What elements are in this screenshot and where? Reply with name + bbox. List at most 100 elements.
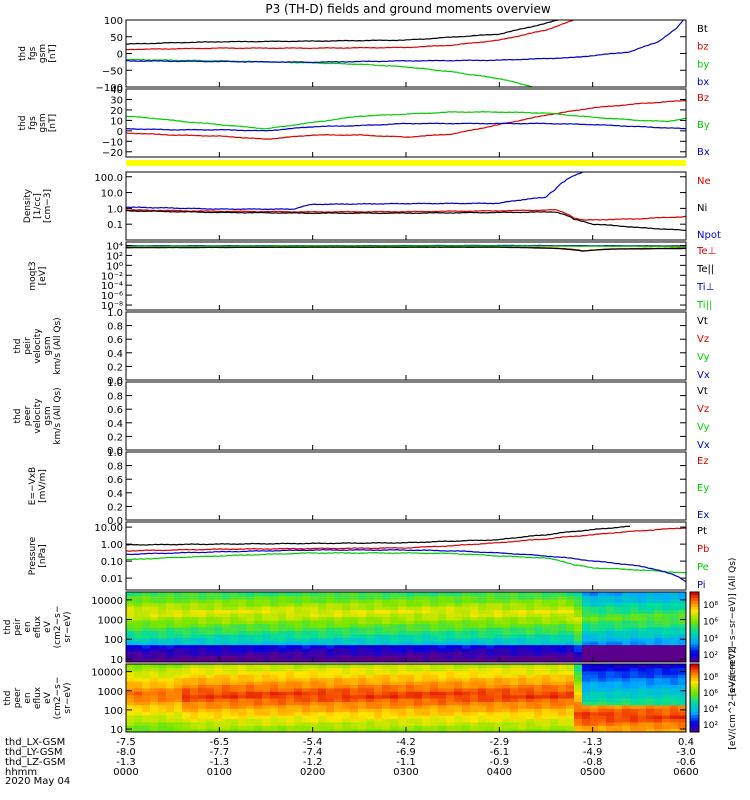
spectrogram-cell [206,620,215,625]
spectrogram-cell [390,691,399,696]
spectrogram-cell [222,655,231,660]
spectrogram-cell [326,698,335,702]
spectrogram-cell [398,667,407,672]
y-axis-label: gsm [43,406,53,425]
spectrogram-cell [190,725,199,730]
spectrogram-cell [494,641,503,646]
spectrogram-cell [446,637,455,642]
spectrogram-cell [630,592,639,597]
spectrogram-cell [142,634,151,639]
spectrogram-cell [326,595,335,600]
spectrogram-cell [478,648,487,653]
spectrogram-cell [574,725,583,730]
spectrogram-cell [182,602,191,607]
spectrogram-cell [462,637,471,642]
spectrogram-cell [390,701,399,706]
spectrogram-cell [598,655,607,660]
spectrogram-cell [542,641,551,646]
spectrogram-cell [446,613,455,618]
spectrogram-cell [190,704,199,709]
spectrogram-cell [678,658,686,662]
spectrogram-cell [494,595,503,600]
spectrogram-cell [430,670,439,675]
spectrogram-cell [174,599,183,604]
spectrogram-cell [678,630,686,635]
spectrogram-cell [582,725,591,730]
spectrogram-cell [422,606,431,611]
spectrogram-cell [358,667,367,672]
spectrogram-cell [582,664,591,668]
spectrogram-cell [350,609,359,614]
spectrogram-cell [574,648,583,653]
spectrogram-cell [518,658,527,662]
spectrogram-cell [134,670,143,675]
y-axis-label: thd [18,46,28,61]
spectrogram-cell [438,592,447,597]
spectrogram-cell [350,641,359,646]
spectrogram-cell [414,609,423,614]
spectrogram-cell [462,623,471,628]
spectrogram-cell [646,691,655,696]
spectrogram-cell [366,725,375,730]
spectrogram-cell [254,667,263,672]
spectrogram-cell [374,595,383,600]
spectrogram-cell [246,644,255,649]
y-tick-label: 10⁻⁶ [101,291,123,302]
spectrogram-cell [438,655,447,660]
spectrogram-cell [326,664,335,668]
spectrogram-cell [198,595,207,600]
spectrogram-cell [398,620,407,625]
spectrogram-cell [166,674,175,679]
spectrogram-cell [470,616,479,621]
spectrogram-cell [230,674,239,679]
spectrogram-cell [566,648,575,653]
spectrogram-cell [558,627,567,632]
spectrogram-cell [254,623,263,628]
spectrogram-cell [382,630,391,635]
spectrogram-cell [254,704,263,709]
spectrogram-cell [654,670,663,675]
spectrogram-cell [678,595,686,600]
spectrogram-cell [638,721,647,726]
spectrogram-cell [422,644,431,649]
legend-by: by [697,59,709,70]
spectrogram-cell [382,595,391,600]
spectrogram-cell [430,701,439,706]
spectrogram-cell [398,664,407,668]
spectrogram-cell [358,687,367,692]
spectrogram-cell [486,655,495,660]
colorbar-cell [690,686,699,690]
spectrogram-cell [374,648,383,653]
spectrogram-cell [358,664,367,668]
spectrogram-cell [342,630,351,635]
spectrogram-cell [390,728,399,732]
spectrogram-cell [446,658,455,662]
spectrogram-cell [286,602,295,607]
spectrogram-cell [366,634,375,639]
spectrogram-cell [342,634,351,639]
spectrogram-cell [470,641,479,646]
spectrogram-cell [438,599,447,604]
spectrogram-cell [158,627,167,632]
spectrogram-cell [470,701,479,706]
spectrogram-cell [414,691,423,696]
spectrogram-cell [142,694,151,699]
spectrogram-cell [342,658,351,662]
spectrogram-cell [126,704,135,709]
spectrogram-cell [286,721,295,726]
spectrogram-cell [630,728,639,732]
spectrogram-cell [278,606,287,611]
spectrogram-cell [558,648,567,653]
spectrogram-cell [390,648,399,653]
y-axis-label: eflux [33,615,43,638]
spectrogram-cell [662,664,671,668]
spectrogram-cell [126,711,135,716]
spectrogram-cell [246,664,255,668]
spectrogram-cell [494,620,503,625]
spectrogram-cell [406,658,415,662]
spectrogram-cell [166,620,175,625]
spectrogram-cell [310,616,319,621]
spectrogram-cell [230,711,239,716]
spectrogram-cell [502,715,511,719]
